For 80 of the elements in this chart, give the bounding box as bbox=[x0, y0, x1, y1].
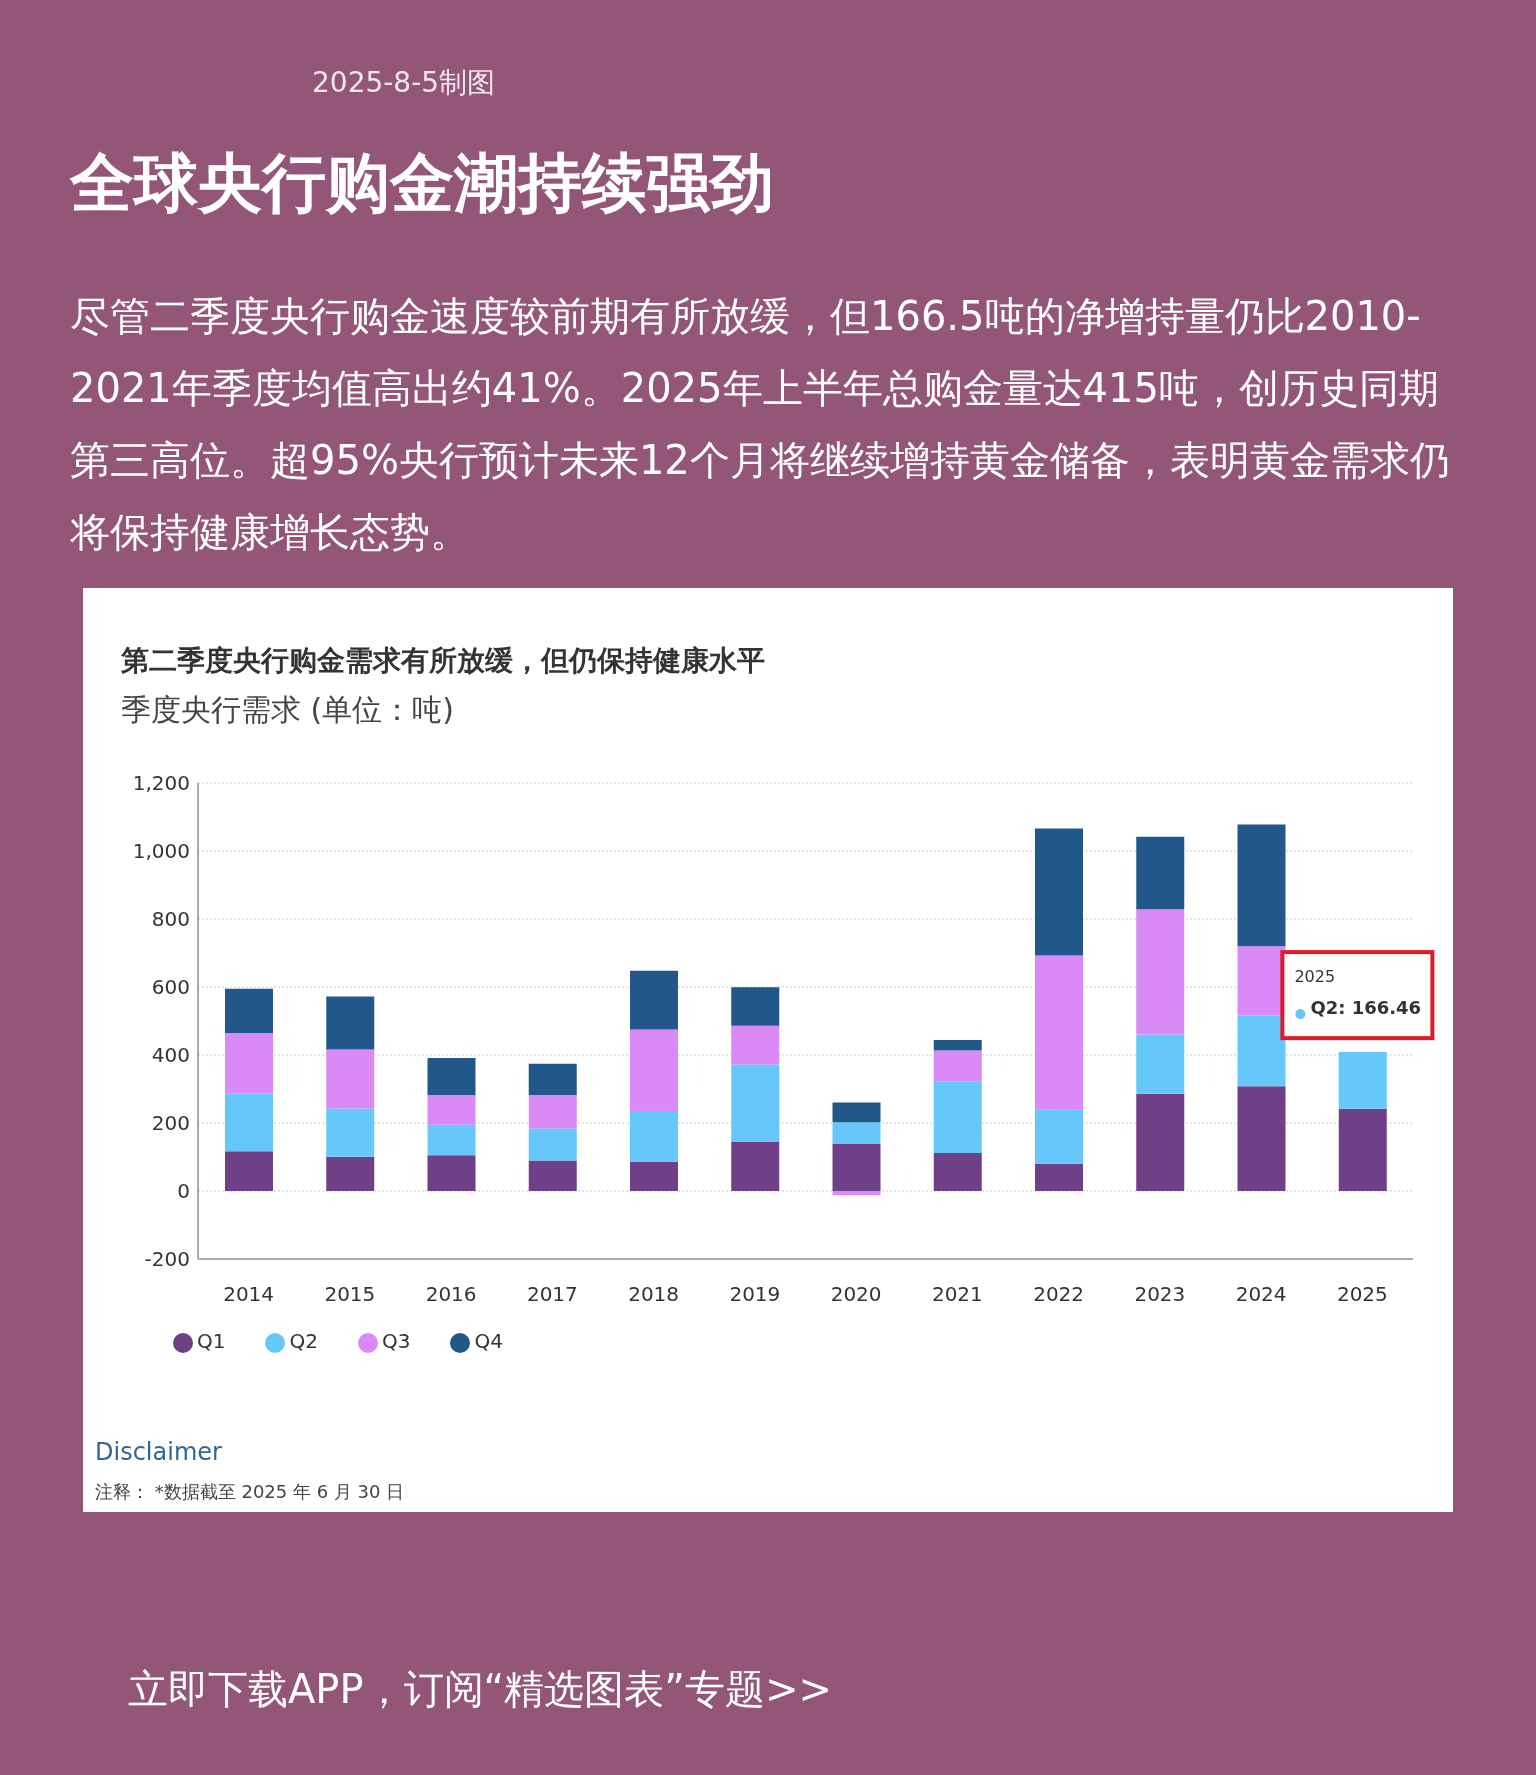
bar bbox=[1035, 828, 1083, 956]
y-tick-label: 1,200 bbox=[132, 771, 190, 796]
bar bbox=[1338, 1052, 1387, 1109]
bar bbox=[427, 1155, 476, 1191]
x-tick-label: 2025 bbox=[1336, 1282, 1388, 1307]
x-tick-label: 2024 bbox=[1235, 1282, 1287, 1307]
bar bbox=[427, 1124, 476, 1156]
x-tick-label: 2015 bbox=[324, 1282, 376, 1307]
x-tick-label: 2023 bbox=[1134, 1282, 1186, 1307]
bar bbox=[1035, 1163, 1083, 1191]
x-tick-label: 2020 bbox=[830, 1282, 882, 1307]
bar bbox=[326, 996, 375, 1050]
x-tick-label: 2018 bbox=[628, 1282, 680, 1307]
text: 注释： *数据截至 2025 年 6 月 30 日 bbox=[95, 1480, 405, 1504]
bar bbox=[1136, 1034, 1185, 1094]
y-axis-title: 季度央行需求 (单位：吨) bbox=[121, 691, 454, 729]
annotation: 2025 bbox=[1294, 967, 1336, 987]
bar bbox=[1136, 909, 1185, 1035]
y-tick-label: 800 bbox=[151, 907, 190, 932]
text: 立即下载APP，订阅“精选图表”专题>> bbox=[128, 1665, 833, 1714]
bar bbox=[832, 1144, 881, 1191]
bar bbox=[1237, 1015, 1286, 1087]
legend-label: Q3 bbox=[381, 1329, 411, 1353]
bar bbox=[731, 1064, 780, 1143]
bar bbox=[1136, 836, 1185, 910]
tooltip-box: 2025 Q2: 166.46 bbox=[1280, 950, 1435, 1041]
x-tick-label: 2019 bbox=[729, 1282, 781, 1307]
x-tick-label: 2014 bbox=[223, 1282, 275, 1307]
bar bbox=[225, 1093, 273, 1152]
bar bbox=[1237, 824, 1286, 947]
bar bbox=[1136, 1093, 1185, 1191]
bar bbox=[630, 970, 678, 1030]
bar bbox=[630, 1029, 678, 1112]
bar bbox=[1035, 955, 1083, 1110]
bar bbox=[427, 1095, 476, 1125]
bar bbox=[528, 1160, 577, 1191]
bar bbox=[427, 1058, 476, 1096]
legend-label: Q2 bbox=[289, 1329, 318, 1353]
bar bbox=[326, 1108, 375, 1157]
y-tick-label: 0 bbox=[177, 1179, 190, 1204]
bar bbox=[225, 1032, 273, 1094]
bar bbox=[832, 1122, 881, 1145]
bar bbox=[933, 1050, 982, 1082]
bar bbox=[225, 1151, 273, 1191]
legend-label: Q4 bbox=[474, 1329, 503, 1353]
bar bbox=[933, 1152, 982, 1191]
y-tick-label: 400 bbox=[151, 1043, 190, 1068]
text: 第二季度央行购金需求有所放缓，但仍保持健康水平 bbox=[121, 643, 765, 679]
bar bbox=[630, 1111, 678, 1162]
bar bbox=[528, 1095, 577, 1129]
bar bbox=[326, 1156, 375, 1191]
bar bbox=[1338, 1108, 1387, 1191]
text: 2025-8-5制图 bbox=[312, 65, 496, 101]
legend-label: Q1 bbox=[197, 1329, 226, 1353]
bar bbox=[731, 987, 780, 1026]
bar bbox=[933, 1040, 982, 1051]
bar bbox=[832, 1191, 881, 1196]
x-tick-label: 2022 bbox=[1033, 1282, 1085, 1307]
bar bbox=[225, 988, 273, 1033]
bar bbox=[630, 1161, 678, 1191]
bar bbox=[832, 1102, 881, 1123]
chart-title: 全球央行购金潮持续强劲 bbox=[70, 145, 774, 222]
bar bbox=[528, 1128, 577, 1161]
bar bbox=[326, 1049, 375, 1109]
bar bbox=[528, 1063, 577, 1096]
bar bbox=[731, 1142, 780, 1191]
y-tick-label: -200 bbox=[144, 1247, 190, 1272]
y-tick-label: 1,000 bbox=[132, 839, 190, 864]
bar bbox=[1035, 1109, 1083, 1164]
annotation: Q2: 166.46 bbox=[1310, 997, 1422, 1019]
bar bbox=[933, 1081, 982, 1153]
chart-subtitle: 尽管二季度央行购金速度较前期有所放缓，但166.5吨的净增持量仍比2010-2021年季度均值高出约41%。2025年上半年总购金量达415吨，创历史同期第三高位。超95%央行预计未来12个月将继续增持黄金储备，表明黄金需求仍将保持健康增长态势。 bbox=[70, 292, 1451, 557]
y-tick-label: 200 bbox=[151, 1111, 190, 1136]
bar bbox=[1237, 1086, 1286, 1191]
text: Disclaimer bbox=[95, 1438, 222, 1466]
x-tick-label: 2016 bbox=[425, 1282, 477, 1307]
x-tick-label: 2021 bbox=[931, 1282, 983, 1307]
x-tick-label: 2017 bbox=[526, 1282, 578, 1307]
y-tick-label: 600 bbox=[151, 975, 190, 1000]
bar bbox=[731, 1025, 780, 1065]
